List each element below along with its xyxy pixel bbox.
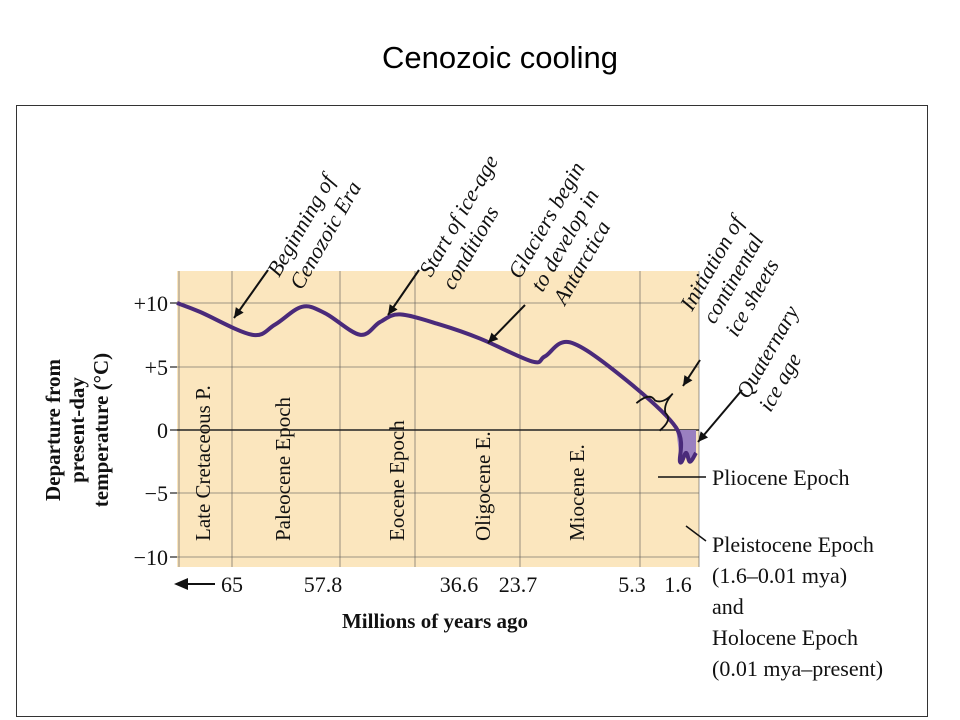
arrow-head bbox=[488, 332, 499, 343]
plot-background bbox=[177, 271, 699, 567]
epoch-label: Oligocene E. bbox=[471, 431, 495, 541]
pleistocene-label: Holocene Epoch bbox=[712, 625, 858, 650]
y-tick-label: 0 bbox=[157, 418, 168, 443]
epoch-label: Miocene E. bbox=[565, 444, 589, 541]
epoch-label: Late Cretaceous P. bbox=[191, 385, 215, 541]
y-tick-label: +10 bbox=[134, 291, 168, 316]
epoch-label: Eocene Epoch bbox=[385, 420, 409, 541]
y-axis-label: present-day bbox=[65, 377, 89, 483]
temperature-series bbox=[176, 301, 698, 465]
arrow-head bbox=[683, 375, 693, 386]
pleistocene-label: Pleistocene Epoch bbox=[712, 532, 874, 557]
x-tick-label: 5.3 bbox=[618, 572, 646, 597]
grid-lines bbox=[177, 271, 700, 567]
annotation-arrow bbox=[697, 389, 743, 443]
ice-sheet-brace bbox=[635, 392, 674, 432]
y-tick-label: −5 bbox=[145, 481, 168, 506]
arrow-head bbox=[698, 431, 709, 442]
x-tick-label: 1.6 bbox=[664, 572, 692, 597]
x-axis-arrow-head bbox=[174, 578, 188, 590]
x-tick-label: 23.7 bbox=[499, 572, 538, 597]
pleistocene-label: and bbox=[712, 594, 744, 619]
axes: +10 +5 0 −5 −10 65 57.8 36.6 23.7 5.3 1.6 Millions … bbox=[41, 291, 692, 633]
epoch-labels: Late Cretaceous P. Paleocene Epoch Eocene … bbox=[191, 385, 589, 541]
y-axis-label: temperature (°C) bbox=[89, 353, 113, 507]
y-tick-label: +5 bbox=[145, 355, 168, 380]
y-axis-label: Departure from bbox=[41, 358, 65, 501]
slide-title: Cenozoic cooling bbox=[381, 40, 619, 75]
x-tick-label: 65 bbox=[221, 572, 243, 597]
temperature-line bbox=[176, 301, 698, 465]
epoch-label: Paleocene Epoch bbox=[271, 396, 295, 541]
pliocene-label: Pliocene Epoch bbox=[712, 465, 849, 490]
x-tick-label: 57.8 bbox=[304, 572, 343, 597]
pleistocene-label: (1.6–0.01 mya) bbox=[712, 563, 847, 588]
x-axis-label: Millions of years ago bbox=[342, 609, 528, 633]
figure-frame bbox=[16, 105, 928, 717]
y-tick-label: −10 bbox=[134, 545, 168, 570]
arrow-head bbox=[234, 307, 244, 318]
pleistocene-leader bbox=[685, 525, 707, 542]
x-tick-label: 36.6 bbox=[440, 572, 479, 597]
pleistocene-label: (0.01 mya–present) bbox=[712, 656, 883, 681]
arrow-head bbox=[388, 304, 398, 315]
